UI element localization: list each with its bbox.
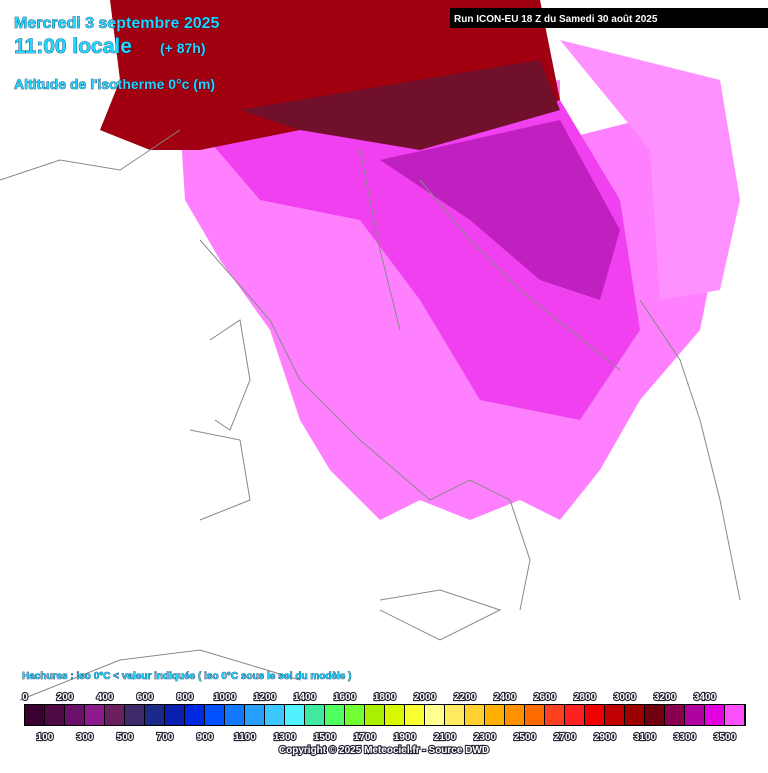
colorbar-label: 3300 — [674, 732, 697, 743]
colorbar-swatch — [585, 705, 604, 725]
colorbar-label: 400 — [97, 692, 114, 703]
colorbar-swatch — [125, 705, 144, 725]
colorbar-label: 2900 — [594, 732, 617, 743]
colorbar-swatch — [465, 705, 484, 725]
colorbar-swatch — [405, 705, 424, 725]
colorbar-swatch — [545, 705, 564, 725]
zone-dark — [380, 120, 620, 300]
colorbar-label: 2100 — [434, 732, 457, 743]
colorbar-label: 3400 — [694, 692, 717, 703]
colorbar-swatch — [625, 705, 644, 725]
colorbar-swatch — [685, 705, 704, 725]
lead-label: (+ 87h) — [160, 40, 206, 56]
colorbar-swatch — [725, 705, 744, 725]
colorbar-label: 2200 — [454, 692, 477, 703]
colorbar-swatch — [145, 705, 164, 725]
colorbar-label: 1200 — [254, 692, 277, 703]
colorbar-swatch — [85, 705, 104, 725]
colorbar-label: 3500 — [714, 732, 737, 743]
colorbar-label: 600 — [137, 692, 154, 703]
colorbar-label: 1900 — [394, 732, 417, 743]
colorbar-swatch — [265, 705, 284, 725]
colorbar-label: 100 — [37, 732, 54, 743]
colorbar-label: 1700 — [354, 732, 377, 743]
colorbar-label: 2400 — [494, 692, 517, 703]
run-bar — [450, 8, 768, 28]
zone-maroon — [240, 60, 560, 150]
colorbar-swatch — [25, 705, 44, 725]
colorbar-label: 2000 — [414, 692, 437, 703]
copyright: Copyright © 2025 Meteociel.fr - Source D… — [279, 745, 489, 756]
colorbar-swatch — [425, 705, 444, 725]
colorbar-label: 300 — [77, 732, 94, 743]
hatch-note: Hachures : iso 0°C < valeur indiquée ( i… — [22, 671, 351, 682]
colorbar-label: 3100 — [634, 732, 657, 743]
colorbar-label: 1000 — [214, 692, 237, 703]
colorbar-swatch — [185, 705, 204, 725]
colorbar-swatch — [485, 705, 504, 725]
colorbar-swatch — [605, 705, 624, 725]
colorbar-swatch — [105, 705, 124, 725]
colorbar-swatch — [645, 705, 664, 725]
colorbar-label: 1100 — [234, 732, 256, 743]
colorbar-swatch — [445, 705, 464, 725]
colorbar-label: 1300 — [274, 732, 297, 743]
colorbar-label: 2300 — [474, 732, 497, 743]
colorbar-label: 2800 — [574, 692, 597, 703]
colorbar-label: 3200 — [654, 692, 677, 703]
colorbar-swatch — [665, 705, 684, 725]
colorbar-swatch — [245, 705, 264, 725]
colorbar-swatch — [165, 705, 184, 725]
colorbar-label: 900 — [197, 732, 214, 743]
colorbar-label: 1400 — [294, 692, 317, 703]
colorbar-swatch — [305, 705, 324, 725]
colorbar-swatch — [325, 705, 344, 725]
colorbar-swatch — [525, 705, 544, 725]
colorbar-swatch — [565, 705, 584, 725]
colorbar-swatch — [205, 705, 224, 725]
colorbar-swatch — [285, 705, 304, 725]
run-label: Run ICON-EU 18 Z du Samedi 30 août 2025 — [454, 14, 658, 25]
colorbar-label: 500 — [117, 732, 134, 743]
colorbar-swatch — [65, 705, 84, 725]
colorbar-label: 2700 — [554, 732, 577, 743]
colorbar-label: 3000 — [614, 692, 637, 703]
colorbar-label: 2500 — [514, 732, 537, 743]
time-label: 11:00 locale — [14, 35, 132, 58]
colorbar-swatch — [365, 705, 384, 725]
colorbar-swatch — [225, 705, 244, 725]
colorbar-label: 1500 — [314, 732, 337, 743]
colorbar-label: 200 — [57, 692, 74, 703]
colorbar-label: 700 — [157, 732, 174, 743]
colorbar-swatch — [45, 705, 64, 725]
coastline — [0, 129, 741, 701]
colorbar-swatch — [345, 705, 364, 725]
parameter-label: Altitude de l'isotherme 0°c (m) — [14, 76, 215, 92]
colorbar-label: 0 — [22, 692, 28, 703]
colorbar-swatch — [385, 705, 404, 725]
date-label: Mercredi 3 septembre 2025 — [14, 15, 220, 32]
colorbar-swatch — [505, 705, 524, 725]
colorbar-label: 1800 — [374, 692, 397, 703]
colorbar-label: 1600 — [334, 692, 357, 703]
colorbar-label: 800 — [177, 692, 194, 703]
zone-light — [560, 40, 740, 300]
colorbar-swatch — [705, 705, 724, 725]
colorbar-label: 2600 — [534, 692, 557, 703]
